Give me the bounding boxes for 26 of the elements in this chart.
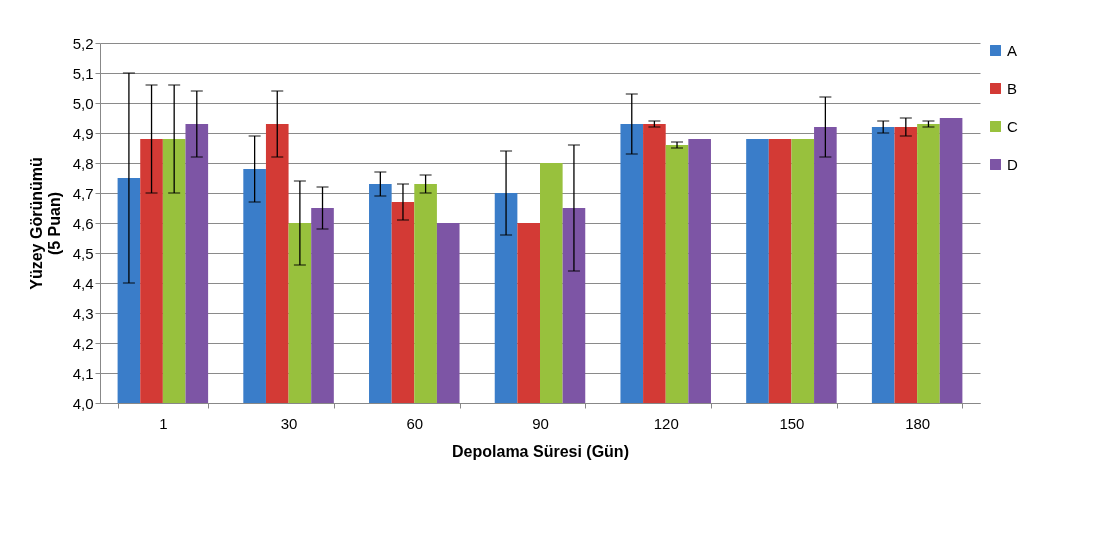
x-tick-label: 180 xyxy=(905,414,931,432)
y-axis-title: Yüzey Görünümü (5 Puan) xyxy=(27,157,63,290)
y-tick-label: 4,9 xyxy=(72,124,94,142)
x-axis-title: Depolama Süresi (Gün) xyxy=(452,442,629,460)
y-tick-label: 4,8 xyxy=(72,154,94,172)
legend-label: B xyxy=(1007,79,1018,97)
y-tick-label: 4,5 xyxy=(72,244,94,262)
y-tick-label: 5,0 xyxy=(72,94,94,112)
y-tick-label: 4,3 xyxy=(72,304,94,322)
x-tick-label: 30 xyxy=(280,414,298,432)
x-tick-label: 60 xyxy=(406,414,424,432)
x-tick-label: 150 xyxy=(779,414,805,432)
legend-label: D xyxy=(1007,155,1018,173)
x-tick-label: 120 xyxy=(653,414,679,432)
y-tick-label: 5,1 xyxy=(72,64,94,82)
y-tick-label: 4,4 xyxy=(72,274,94,292)
y-tick-label: 4,6 xyxy=(72,214,94,232)
y-tick-label: 4,7 xyxy=(72,184,94,202)
y-tick-label: 4,2 xyxy=(72,334,94,352)
legend-label: C xyxy=(1007,117,1018,135)
y-tick-label: 5,2 xyxy=(72,34,94,52)
x-tick-label: 90 xyxy=(532,414,549,432)
y-tick-label: 4,0 xyxy=(72,394,94,412)
x-tick-label: 1 xyxy=(159,414,168,432)
y-tick-label: 4,1 xyxy=(72,364,94,382)
legend-label: A xyxy=(1007,41,1018,59)
